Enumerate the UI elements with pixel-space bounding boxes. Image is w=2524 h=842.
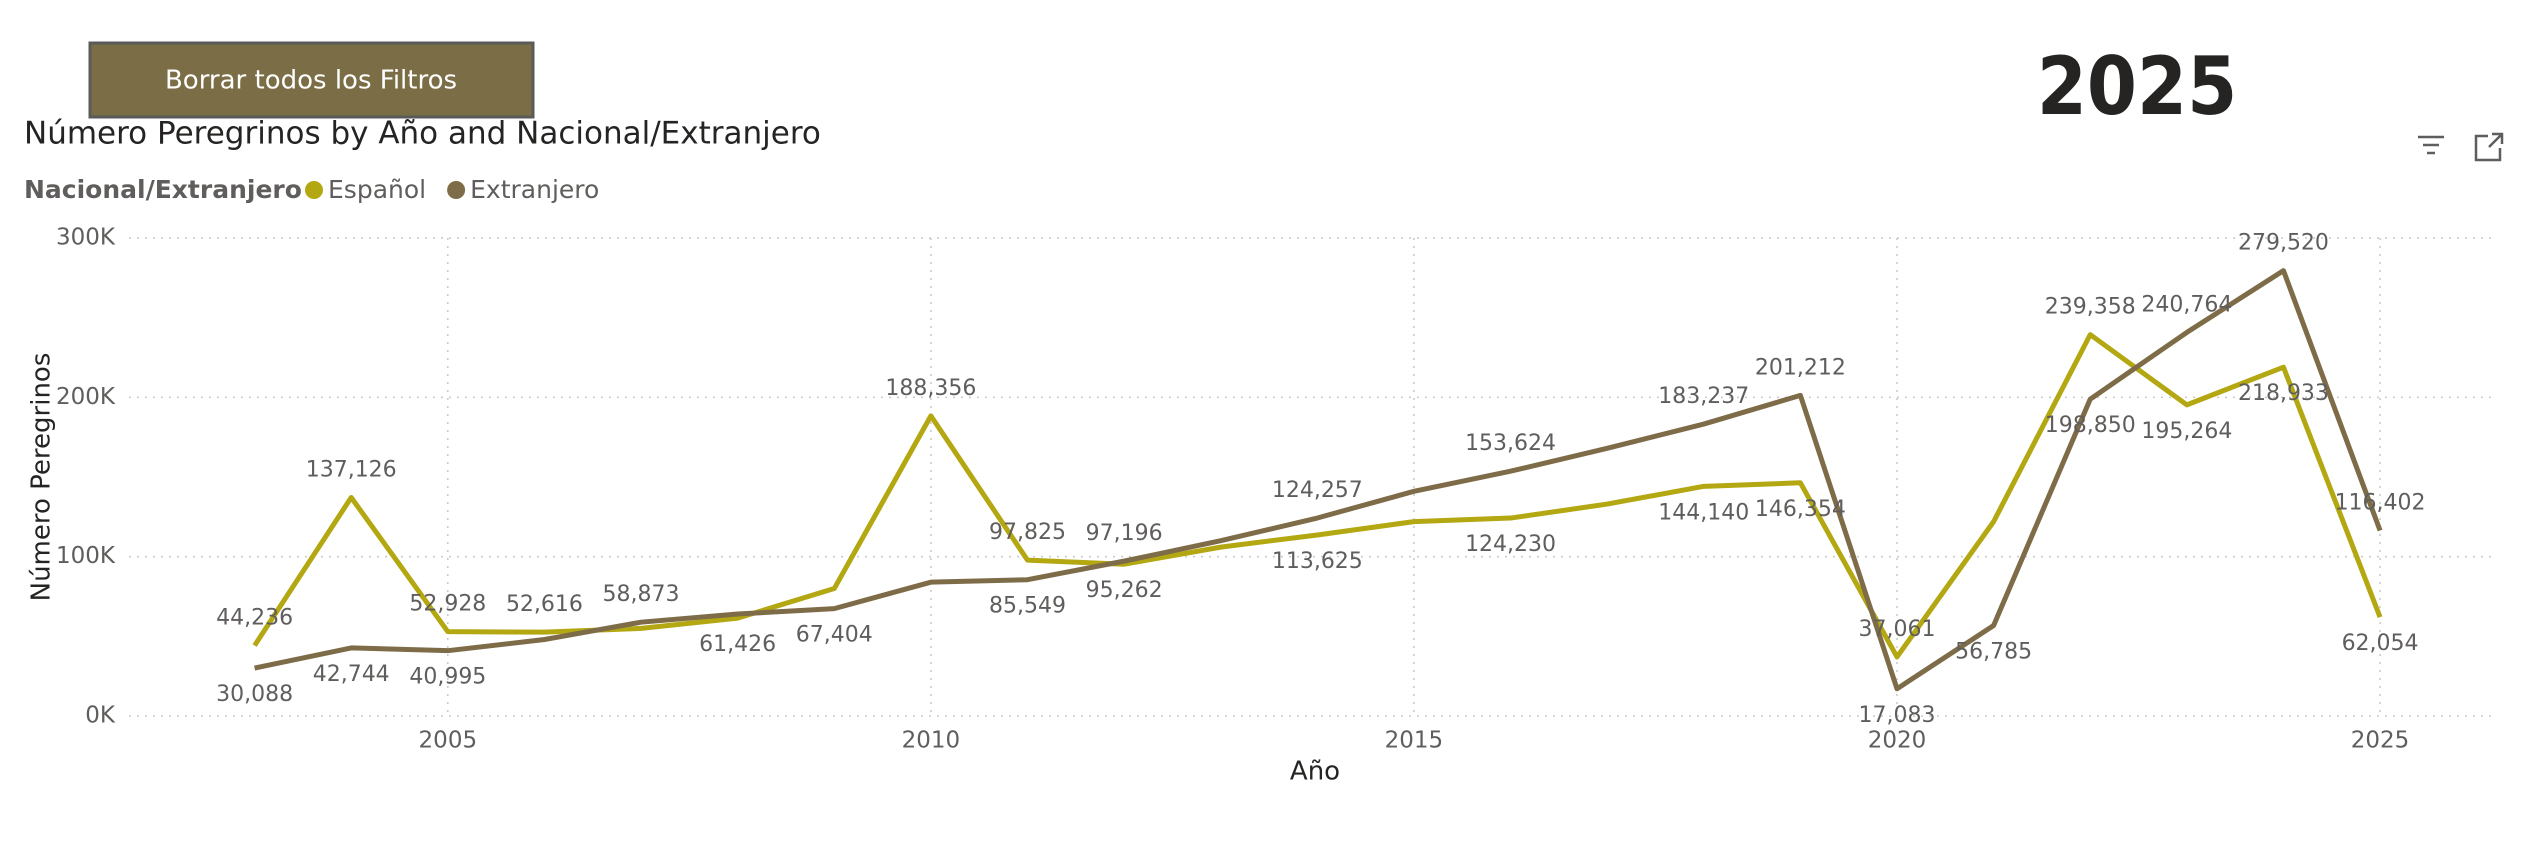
data-label: 61,426 <box>699 632 776 657</box>
series-line <box>254 268 2383 692</box>
data-label: 144,140 <box>1658 500 1749 525</box>
year-card: 2025 <box>2037 40 2237 133</box>
data-label: 62,054 <box>2342 631 2419 656</box>
data-label: 188,356 <box>885 376 976 401</box>
data-label: 67,404 <box>796 623 873 648</box>
data-label: 279,520 <box>2238 231 2329 256</box>
data-label: 44,236 <box>216 606 293 631</box>
legend-label: Extranjero <box>470 175 599 204</box>
y-tick-label: 200K <box>56 384 116 410</box>
data-label: 37,061 <box>1859 617 1936 642</box>
y-tick-label: 0K <box>85 703 116 729</box>
x-tick-label: 2015 <box>1385 728 1444 754</box>
clear-filters-button[interactable] <box>88 41 535 119</box>
legend-swatch <box>447 181 466 199</box>
x-tick-label: 2010 <box>902 728 961 754</box>
data-label: 198,850 <box>2045 413 2136 438</box>
data-label: 30,088 <box>216 682 293 707</box>
data-label: 124,230 <box>1465 532 1556 557</box>
data-label: 153,624 <box>1465 431 1556 456</box>
data-label: 52,928 <box>409 592 486 617</box>
chart-title: Número Peregrinos by Año and Nacional/Ex… <box>24 116 821 152</box>
data-label: 116,402 <box>2335 491 2426 516</box>
data-label: 17,083 <box>1859 703 1936 728</box>
data-label: 201,212 <box>1755 355 1846 380</box>
data-label: 40,995 <box>409 665 486 690</box>
data-label: 56,785 <box>1955 640 2032 665</box>
data-label: 240,764 <box>2141 292 2232 317</box>
data-label: 113,625 <box>1272 549 1363 574</box>
data-label: 137,126 <box>306 458 397 483</box>
data-label: 146,354 <box>1755 497 1846 522</box>
x-tick-label: 2025 <box>2351 728 2410 754</box>
legend-title: Nacional/Extranjero <box>24 175 302 204</box>
data-label: 183,237 <box>1658 384 1749 409</box>
data-label: 97,196 <box>1086 521 1163 546</box>
data-label: 58,873 <box>603 582 680 607</box>
y-axis-title: Número Peregrinos <box>27 353 57 602</box>
x-tick-label: 2005 <box>419 728 478 754</box>
data-label: 52,616 <box>506 592 583 617</box>
data-label: 85,549 <box>989 594 1066 619</box>
x-axis-title: Año <box>1290 757 1340 787</box>
data-label: 218,933 <box>2238 381 2329 406</box>
x-tick-label: 2020 <box>1868 728 1927 754</box>
legend-swatch <box>305 181 323 199</box>
y-tick-label: 100K <box>56 543 116 569</box>
data-label: 195,264 <box>2141 419 2232 444</box>
data-label: 124,257 <box>1272 478 1363 503</box>
data-label: 239,358 <box>2045 295 2136 320</box>
y-tick-label: 300K <box>56 225 116 251</box>
focus-icon[interactable] <box>2474 132 2504 162</box>
filter-icon[interactable] <box>2418 135 2444 155</box>
data-label: 42,744 <box>313 662 390 687</box>
data-label: 95,262 <box>1086 578 1163 603</box>
legend-label: Español <box>328 175 426 204</box>
data-label: 97,825 <box>989 520 1066 545</box>
button-label[interactable]: Borrar todos los Filtros <box>165 66 457 96</box>
